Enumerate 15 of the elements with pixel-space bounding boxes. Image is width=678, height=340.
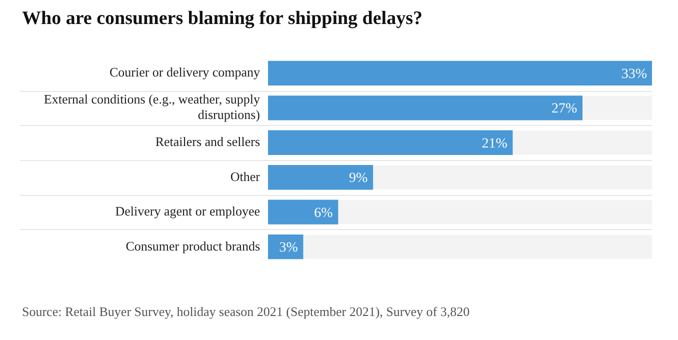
data-label: 9% (349, 171, 368, 186)
y-tick-label: Consumer product brands (126, 238, 260, 254)
bar (268, 200, 338, 224)
data-label: 33% (621, 66, 648, 82)
source-note: Source: Retail Buyer Survey, holiday season 2021 (September 2021), Survey of 3,820 (22, 304, 470, 320)
y-tick-label: Courier or delivery company (109, 64, 260, 80)
chart-title: Who are consumers blaming for shipping delays? (22, 8, 422, 30)
y-tick-label: Other (230, 168, 261, 184)
data-label: 6% (314, 206, 334, 221)
data-label: 27% (552, 102, 578, 117)
y-tick-label: External conditions (e.g., weather, supply disruptions) (44, 92, 260, 122)
y-tick-label: Delivery agent or employee (115, 204, 260, 219)
y-tick-label: Retailers and sellers (155, 134, 260, 150)
data-label: 3% (279, 240, 298, 256)
data-label: 21% (482, 136, 508, 152)
